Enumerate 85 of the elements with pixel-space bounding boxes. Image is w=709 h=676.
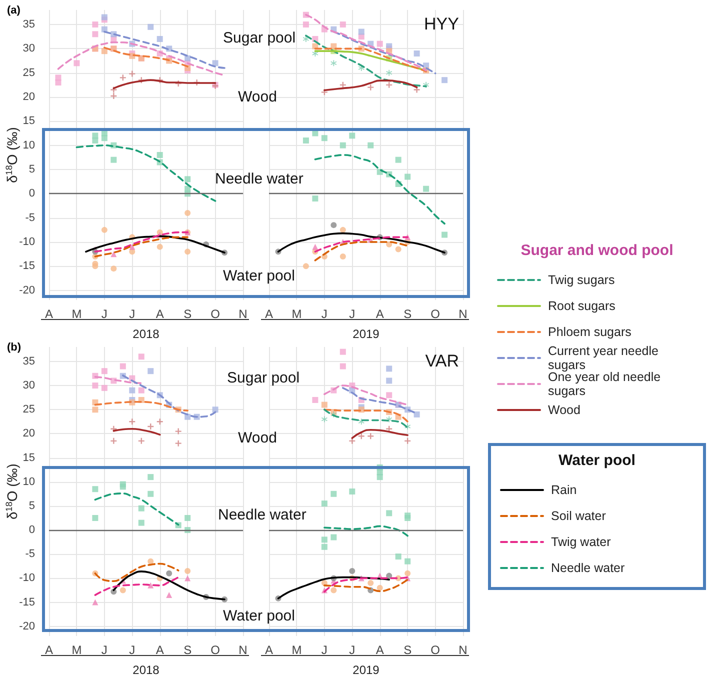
y-tick-label: 15: [22, 452, 35, 464]
annotation: Water pool: [223, 268, 295, 284]
x-tick-label: S: [404, 643, 412, 657]
y-tick-label: 5: [28, 164, 35, 176]
x-tick-label: J: [101, 643, 108, 657]
y-tick-label: 30: [22, 42, 35, 55]
legend-title: Water pool: [558, 452, 636, 469]
legend-label: Wood: [548, 403, 580, 417]
annotation: Wood: [238, 88, 277, 106]
y-tick-label: -15: [19, 596, 35, 608]
y-tick-label: 20: [22, 91, 35, 103]
chart-title: (a): [7, 4, 21, 16]
annotation: Water pool: [223, 608, 295, 624]
x-tick-label: J: [349, 643, 356, 657]
x-tick-label: O: [430, 307, 440, 321]
legend-label: Twig sugars: [548, 273, 615, 287]
x-tick-label: J: [321, 307, 328, 321]
x-tick-label: S: [404, 307, 412, 321]
x-tick-label: S: [184, 307, 192, 321]
y-tick-label: 25: [22, 404, 35, 416]
y-tick-label: 35: [22, 355, 35, 368]
y-tick-label: -10: [19, 236, 35, 248]
x-tick-label: A: [376, 307, 384, 321]
x-tick-label: M: [72, 643, 82, 657]
x-axis-title: 2019: [352, 327, 380, 341]
y-tick-label: 10: [22, 476, 35, 488]
y-tick-label: 10: [22, 139, 35, 152]
x-axis-title: 2018: [132, 663, 160, 676]
x-tick-label: N: [458, 307, 468, 321]
x-tick-label: A: [376, 643, 384, 657]
x-tick-label: A: [44, 643, 54, 657]
y-tick-label: 0: [28, 188, 35, 200]
legend-title: Sugar and wood pool: [520, 242, 674, 259]
annotation: VAR: [425, 352, 459, 370]
y-tick-label: -20: [19, 284, 35, 296]
x-tick-label: A: [264, 307, 274, 321]
x-tick-label: S: [184, 643, 192, 657]
annotation: HYY: [424, 14, 459, 34]
x-axis-title: 2019: [352, 663, 380, 676]
annotation: Wood: [238, 430, 277, 446]
x-tick-label: J: [129, 307, 136, 321]
x-tick-label: J: [101, 307, 108, 321]
x-tick-label: N: [458, 643, 468, 657]
x-tick-label: N: [238, 307, 248, 321]
x-tick-label: M: [72, 307, 82, 321]
legend-label: Twig water: [551, 535, 611, 549]
legend-label: Rain: [551, 483, 577, 497]
y-tick-label: 25: [22, 66, 35, 79]
y-tick-label: 30: [22, 380, 35, 392]
x-axis-title: 2018: [132, 327, 160, 341]
legend-label: Soil water: [551, 509, 606, 523]
y-tick-label: 0: [28, 524, 35, 536]
x-tick-label: M: [292, 307, 302, 321]
y-tick-label: -5: [25, 548, 35, 560]
y-tick-label: -10: [19, 572, 35, 584]
legend-label: Phloem sugars: [548, 325, 632, 339]
legend-label: Current year needle sugars: [548, 344, 660, 372]
y-tick-label: -20: [19, 620, 35, 632]
x-tick-label: J: [349, 307, 356, 321]
y-tick-label: 35: [22, 18, 35, 30]
x-tick-label: J: [129, 643, 136, 657]
x-tick-label: N: [238, 643, 248, 657]
annotation: Needle water: [215, 170, 304, 188]
x-tick-label: O: [210, 643, 220, 657]
x-tick-label: O: [210, 307, 220, 321]
x-tick-label: O: [430, 643, 440, 657]
y-tick-label: 20: [22, 428, 35, 440]
y-tick-label: -5: [25, 212, 35, 224]
y-tick-label: -15: [19, 260, 35, 272]
x-tick-label: A: [156, 307, 164, 321]
annotation: Needle water: [218, 506, 306, 524]
y-tick-label: 5: [28, 500, 35, 512]
x-tick-label: A: [44, 307, 54, 321]
chart-title: (b): [7, 342, 22, 354]
legend-label: Root sugars: [548, 299, 616, 313]
y-axis-title: δ18O (‰): [4, 464, 20, 520]
x-tick-label: A: [264, 643, 274, 657]
legend-label: Needle water: [551, 561, 625, 575]
x-tick-label: A: [156, 643, 164, 657]
y-axis-title: δ18O (‰): [4, 127, 20, 183]
x-tick-label: J: [321, 643, 328, 657]
annotation: Sugar pool: [223, 30, 296, 46]
annotation: Sugar pool: [227, 370, 300, 386]
x-tick-label: M: [292, 643, 302, 657]
y-tick-label: 15: [22, 115, 35, 128]
